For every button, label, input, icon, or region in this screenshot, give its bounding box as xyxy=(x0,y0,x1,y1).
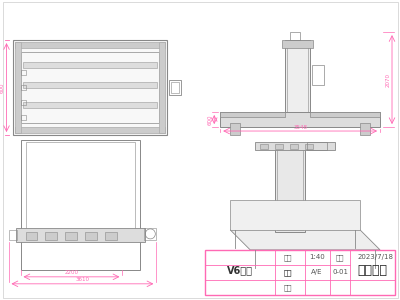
Bar xyxy=(12,40,167,135)
Bar xyxy=(220,112,380,127)
Text: 3548: 3548 xyxy=(293,124,307,130)
Bar xyxy=(22,62,157,68)
Bar xyxy=(105,232,117,240)
Bar xyxy=(144,228,156,240)
Text: 0-01: 0-01 xyxy=(332,269,348,275)
Text: 3610: 3610 xyxy=(76,277,90,282)
Bar xyxy=(14,127,165,133)
Bar xyxy=(290,144,298,149)
Text: 2200: 2200 xyxy=(64,270,78,275)
Polygon shape xyxy=(230,230,380,250)
Bar xyxy=(14,42,20,133)
Bar xyxy=(8,230,16,240)
Text: 2023/7/18: 2023/7/18 xyxy=(357,254,393,260)
Bar xyxy=(66,232,78,240)
Bar xyxy=(16,228,145,242)
Bar xyxy=(159,42,165,133)
Bar xyxy=(26,232,38,240)
Bar xyxy=(20,115,26,120)
Bar xyxy=(290,32,300,40)
Bar xyxy=(171,82,179,93)
Text: 审图: 审图 xyxy=(284,269,292,276)
Bar xyxy=(20,85,26,90)
Polygon shape xyxy=(230,200,360,230)
Bar xyxy=(275,147,305,232)
Bar xyxy=(205,250,395,295)
Bar xyxy=(46,232,58,240)
Bar xyxy=(22,102,157,108)
Text: 比例: 比例 xyxy=(284,254,292,261)
Bar xyxy=(260,144,268,149)
Bar xyxy=(275,144,283,149)
Text: 1:40: 1:40 xyxy=(309,254,325,260)
Bar xyxy=(310,112,380,117)
Bar xyxy=(307,142,327,150)
Bar xyxy=(282,40,313,48)
Bar xyxy=(305,144,313,149)
Bar xyxy=(20,100,26,105)
Bar xyxy=(287,42,308,113)
Text: 批准: 批准 xyxy=(284,269,292,276)
Text: 600: 600 xyxy=(0,82,5,93)
Text: 600: 600 xyxy=(208,114,213,125)
Bar xyxy=(285,40,310,115)
Bar xyxy=(26,142,135,230)
Bar xyxy=(20,140,140,270)
Bar xyxy=(220,112,285,117)
Bar xyxy=(14,42,165,48)
Bar xyxy=(169,80,181,95)
Bar xyxy=(20,70,26,75)
Bar xyxy=(22,82,157,88)
Text: 制图: 制图 xyxy=(284,284,292,291)
Text: 牧野机械: 牧野机械 xyxy=(358,264,388,277)
Text: V6总装: V6总装 xyxy=(227,265,253,275)
Bar xyxy=(360,123,370,135)
Bar xyxy=(230,123,240,135)
Bar xyxy=(20,52,159,123)
Text: 设计: 设计 xyxy=(336,254,344,261)
Bar xyxy=(312,65,324,85)
Text: 2070: 2070 xyxy=(386,73,390,87)
Text: A/E: A/E xyxy=(311,269,323,275)
Bar xyxy=(255,142,335,150)
Bar xyxy=(277,149,303,230)
Bar xyxy=(86,232,98,240)
